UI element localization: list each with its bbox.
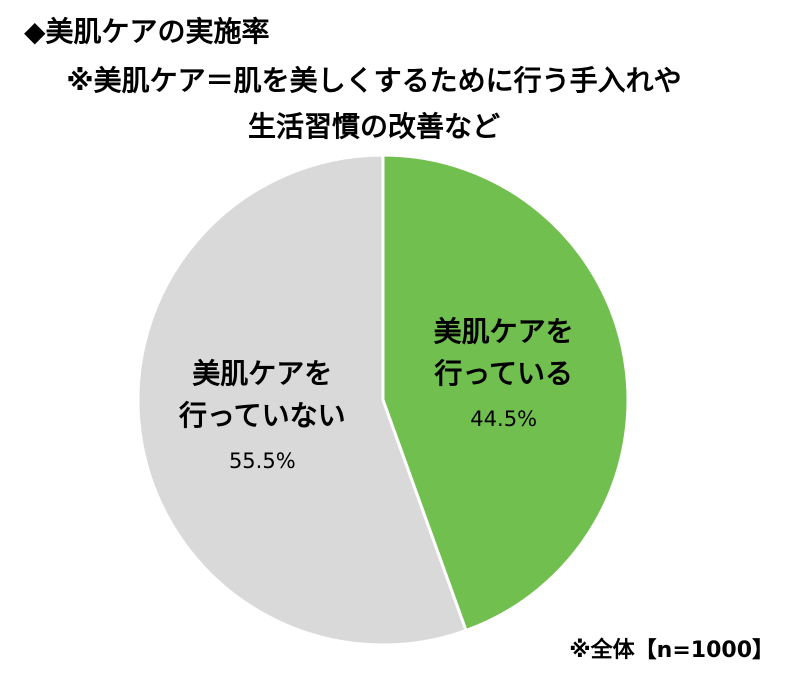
chart-subtitle: ※美肌ケア＝肌を美しくするために行う手入れや 生活習慣の改善など <box>66 64 682 143</box>
chart-title: ◆美肌ケアの実施率 <box>24 15 270 48</box>
value-label: 44.5% <box>470 406 538 431</box>
pie-slice <box>136 153 468 647</box>
slice-label: 美肌ケアを 行っている 44.5% <box>434 311 574 431</box>
slice-label: 美肌ケアを 行っていない 55.5% <box>179 353 346 473</box>
category-label: 美肌ケアを 行っていない <box>179 357 346 433</box>
note: ※全体【n=1000】 <box>569 638 774 663</box>
value-label: 55.5% <box>228 449 296 474</box>
category-label: 美肌ケアを 行っている <box>433 314 574 390</box>
pie-slice <box>381 153 630 633</box>
